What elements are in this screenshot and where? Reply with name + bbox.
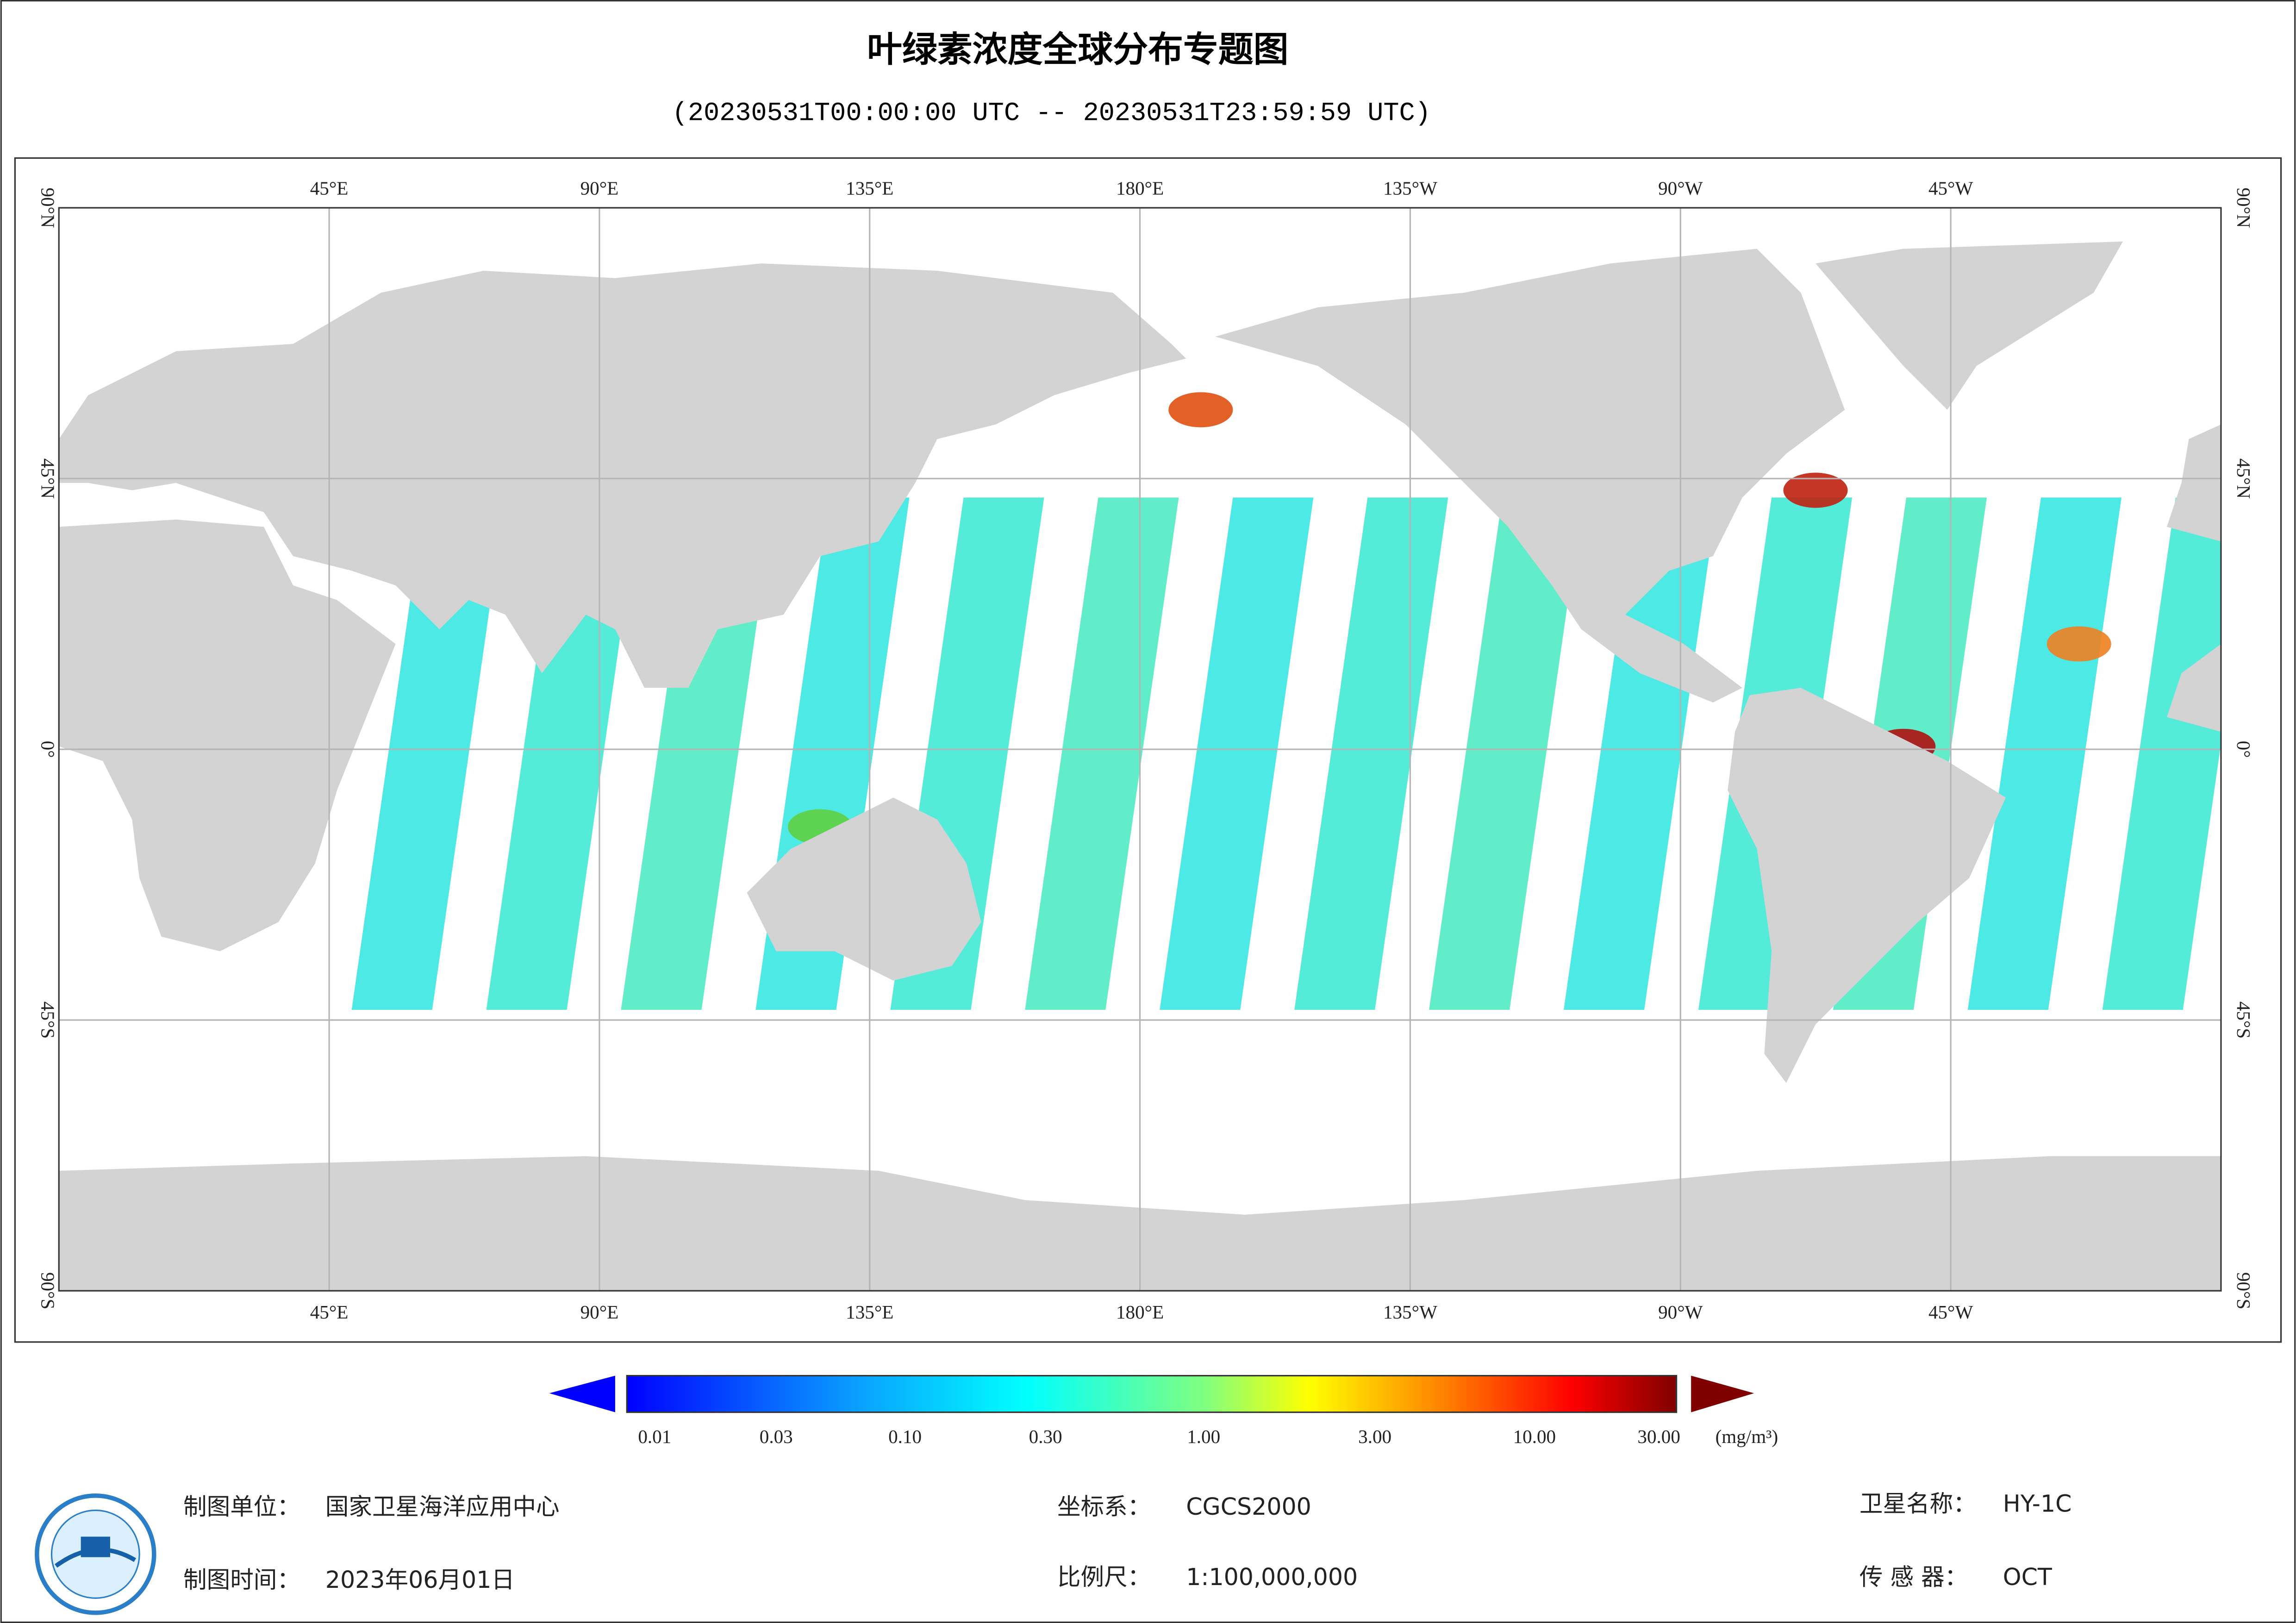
colorbar-tick-label: 30.00 <box>1637 1426 1680 1447</box>
colorbar-tick-label: 0.30 <box>1029 1426 1062 1447</box>
footer-sensor-label: 传 感 器： <box>1859 1563 1968 1591</box>
longitude-label-bottom: 135°E <box>846 1301 893 1323</box>
footer-crs-label: 坐标系： <box>1057 1493 1151 1520</box>
bloom <box>1783 473 1848 508</box>
longitude-label-bottom: 45°W <box>1928 1301 1973 1323</box>
longitude-label-top: 90°W <box>1658 178 1703 199</box>
title: 叶绿素浓度全球分布专题图 <box>867 29 1289 70</box>
logo <box>35 1493 156 1615</box>
latitude-label-right: 90°S <box>2233 1272 2254 1309</box>
longitude-label-bottom: 45°E <box>310 1301 349 1323</box>
latitude-label-left: 0° <box>37 741 58 758</box>
longitude-label-bottom: 90°E <box>580 1301 619 1323</box>
latitude-label-right: 45°S <box>2233 1001 2254 1038</box>
colorbar-tick-label: 0.03 <box>760 1426 793 1447</box>
bloom <box>1168 392 1233 428</box>
footer-time: 2023年06月01日 <box>325 1566 515 1593</box>
footer-unit-label: 制图单位： <box>183 1493 300 1520</box>
swath <box>486 497 640 1010</box>
latitude-label-right: 90°N <box>2233 187 2254 228</box>
longitude-label-top: 45°E <box>310 178 349 199</box>
longitude-label-bottom: 135°W <box>1383 1301 1437 1323</box>
europe-west <box>2166 424 2221 542</box>
colorbar-tick-label: 10.00 <box>1513 1426 1556 1447</box>
swath <box>351 497 505 1010</box>
longitude-label-top: 135°E <box>846 178 893 199</box>
latitude-label-right: 0° <box>2233 741 2254 758</box>
longitude-label-top: 180°E <box>1116 178 1164 199</box>
colorbar-tick-label: 0.01 <box>638 1426 671 1447</box>
footer-time-label: 制图时间： <box>183 1566 300 1593</box>
colorbar-low-arrow <box>549 1375 615 1412</box>
swath <box>1967 497 2121 1010</box>
longitude-label-bottom: 180°E <box>1116 1301 1164 1323</box>
footer-satellite: HY-1C <box>2003 1490 2072 1517</box>
longitude-label-bottom: 90°W <box>1658 1301 1703 1323</box>
longitude-label-top: 135°W <box>1383 178 1437 199</box>
swath <box>621 497 775 1010</box>
colorbar-tick-label: 3.00 <box>1358 1426 1391 1447</box>
map-border <box>58 207 2222 1292</box>
latitude-label-right: 45°N <box>2233 458 2254 498</box>
colorbar-tick-label: 1.00 <box>1187 1426 1220 1447</box>
footer-crs: CGCS2000 <box>1186 1493 1311 1520</box>
swath <box>1160 497 1314 1010</box>
latitude-label-left: 45°S <box>37 1001 58 1038</box>
bloom <box>2046 626 2111 662</box>
colorbar-high-arrow <box>1691 1375 1754 1412</box>
africa-west <box>2166 644 2221 732</box>
eurasia <box>59 263 1186 688</box>
africa <box>59 519 396 951</box>
footer-satellite-label: 卫星名称： <box>1859 1490 1977 1517</box>
footer-unit: 国家卫星海洋应用中心 <box>325 1493 560 1520</box>
latitude-label-left: 90°S <box>37 1272 58 1309</box>
subtitle: (20230531T00:00:00 UTC -- 20230531T23:59… <box>672 99 1431 128</box>
greenland <box>1816 241 2123 410</box>
footer-sensor: OCT <box>2003 1563 2053 1591</box>
colorbar <box>626 1374 1678 1413</box>
north-america <box>1215 249 1845 703</box>
latitude-label-left: 45°N <box>37 458 58 498</box>
colorbar-tick-label: 0.10 <box>888 1426 922 1447</box>
map-body <box>59 208 2221 1291</box>
latitude-label-left: 90°N <box>37 187 58 228</box>
longitude-label-top: 90°E <box>580 178 619 199</box>
graticule <box>59 208 2221 1291</box>
swath <box>1564 497 1718 1010</box>
colorbar-ticks: 0.01 0.03 0.10 0.30 1.00 3.00 10.00 30.00 <box>638 1426 1680 1447</box>
south-america <box>1728 688 2006 1083</box>
footer-scale-label: 比例尺： <box>1057 1563 1151 1591</box>
australia <box>747 797 981 981</box>
graticule-labels: 45°E 45°E 90°E 90°E 135°E 135°E 180°E 180°E 135°… <box>37 178 2254 1323</box>
swath <box>1429 497 1583 1010</box>
footer-scale: 1:100,000,000 <box>1186 1563 1358 1591</box>
colorbar-unit: (mg/m³) <box>1716 1426 1778 1448</box>
swath <box>2102 497 2221 1010</box>
longitude-label-top: 45°W <box>1928 178 1973 199</box>
